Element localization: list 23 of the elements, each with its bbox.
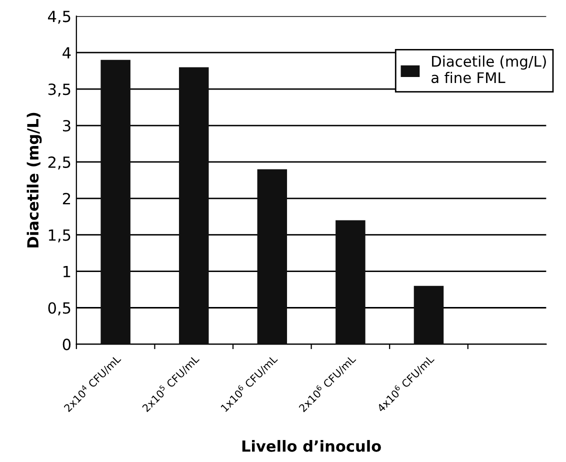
y-tick-label: 1,5 — [48, 230, 70, 242]
y-tick-label: 0,5 — [48, 302, 70, 316]
bar — [336, 220, 366, 344]
x-tick-label: 1x10$^{6}$ CFU/mL — [219, 353, 279, 413]
bar — [178, 67, 209, 344]
x-axis-title: Livello d’inoculo — [242, 440, 381, 452]
bar — [414, 286, 444, 344]
y-tick-label: 3,5 — [48, 84, 70, 97]
y-tick-label: 4 — [62, 47, 71, 58]
y-axis-title: Diacetile (mg/L) — [26, 112, 42, 248]
y-tick-label: 2 — [62, 192, 70, 204]
y-tick-label: 0 — [62, 338, 71, 350]
y-tick-label: 3 — [62, 120, 70, 132]
x-tick-label: 2x10$^{5}$ CFU/mL — [140, 353, 200, 413]
bar — [257, 169, 288, 344]
y-tick-label: 2,5 — [48, 156, 70, 170]
x-tick-label: 4x10$^{6}$ CFU/mL — [375, 353, 436, 414]
x-tick-label: 2x10$^{4}$ CFU/mL — [62, 353, 122, 413]
x-tick-label: 2x10$^{6}$ CFU/mL — [297, 353, 357, 413]
legend-label: Diacetile (mg/L) a fine FML — [432, 56, 546, 84]
y-tick-label: 1 — [64, 266, 70, 278]
y-tick-label: 4,5 — [48, 10, 70, 24]
bar — [100, 60, 130, 344]
